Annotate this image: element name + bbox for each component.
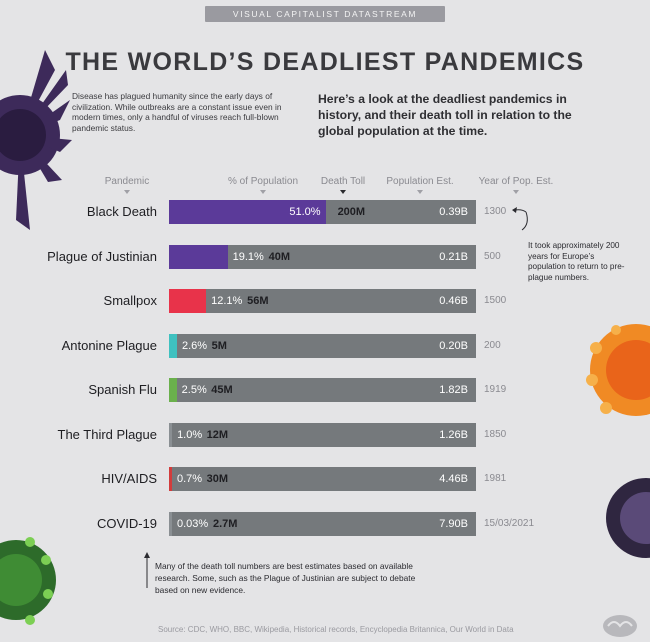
virus-illustration-purple	[0, 50, 72, 230]
pct-bar	[169, 511, 172, 536]
bar-track: 2.5% 45M 1.82B	[169, 378, 476, 402]
sort-arrow-pct-icon	[260, 190, 266, 194]
virus-illustration-orange	[586, 324, 650, 416]
pct-bar	[169, 422, 173, 447]
pct-label: 2.6%	[181, 339, 208, 352]
column-header-pop: Population Est.	[386, 176, 454, 187]
side-note: It took approximately 200 years for Euro…	[528, 241, 625, 282]
bar-track: 2.6% 5M 0.20B	[169, 333, 476, 358]
intro-text: Disease has plagued humanity since the e…	[72, 91, 282, 133]
pandemic-label: The Third Plague	[57, 426, 158, 442]
foot-note: Many of the death toll numbers are best …	[155, 561, 416, 595]
pct-bar	[169, 467, 172, 491]
year-label: 1850	[484, 428, 507, 440]
publisher-banner: VISUAL CAPITALIST DATASTREAM	[205, 6, 445, 22]
foot-note-arrow-icon	[144, 552, 150, 588]
population-label: 0.46B	[439, 295, 468, 307]
pct-label: 51.0%	[289, 206, 321, 218]
pandemic-label: Smallpox	[103, 293, 157, 308]
pct-bar	[169, 200, 326, 224]
death-toll-label: 56M	[247, 295, 269, 307]
intro-highlight: Here’s a look at the deadliest pandemics…	[318, 92, 572, 139]
pandemic-label: Antonine Plague	[61, 337, 157, 353]
column-header-year: Year of Pop. Est.	[478, 176, 554, 187]
pct-bar	[169, 289, 207, 313]
sort-arrow-pandemic-icon	[124, 190, 130, 194]
year-label: 1300	[484, 206, 507, 217]
pct-label: 2.5%	[181, 384, 207, 396]
pct-label: 0.03%	[177, 517, 209, 530]
death-toll-label: 5M	[211, 339, 227, 352]
death-toll-label: 12M	[206, 428, 229, 441]
death-toll-label: 200M	[337, 206, 366, 218]
pandemic-label: Black Death	[86, 204, 157, 219]
death-toll-label: 40M	[268, 250, 291, 263]
pandemic-label: COVID-19	[97, 515, 157, 531]
pct-bar	[169, 378, 177, 402]
bar-track: 1.0% 12M 1.26B	[169, 422, 476, 447]
pct-label: 12.1%	[211, 295, 243, 307]
virus-illustration-dark-purple	[606, 478, 650, 558]
year-label: 1919	[484, 384, 507, 395]
population-label: 0.21B	[439, 250, 468, 263]
pct-label: 1.0%	[177, 428, 203, 441]
bar-track: 51.0% 200M 0.39B	[169, 200, 476, 224]
side-note-arrow-icon	[512, 207, 528, 231]
sort-arrow-pop-icon	[417, 190, 423, 194]
year-label: 500	[484, 250, 501, 262]
column-header-pandemic: Pandemic	[104, 176, 150, 187]
population-label: 0.39B	[439, 206, 468, 218]
sort-arrow-year-icon	[513, 190, 519, 194]
virus-illustration-green	[0, 537, 56, 625]
year-label: 1500	[484, 295, 507, 306]
population-label: 1.26B	[439, 428, 468, 441]
population-label: 7.90B	[439, 517, 468, 530]
pct-label: 19.1%	[232, 250, 264, 263]
death-toll-label: 30M	[206, 473, 228, 485]
pandemic-label: Plague of Justinian	[47, 248, 157, 264]
pct-bar	[169, 244, 228, 269]
pandemic-label: HIV/AIDS	[101, 471, 157, 486]
column-header-toll: Death Toll	[320, 176, 366, 187]
page-title: THE WORLD’S DEADLIEST PANDEMICS	[65, 48, 585, 76]
bar-track: 0.7% 30M 4.46B	[169, 467, 476, 491]
death-toll-label: 2.7M	[213, 517, 238, 530]
source-credit: Source: CDC, WHO, BBC, Wikipedia, Histor…	[158, 625, 514, 634]
brain-logo-icon	[603, 615, 637, 637]
column-header-pct: % of Population	[227, 176, 299, 187]
bar-track: 19.1% 40M 0.21B	[169, 244, 476, 269]
population-label: 4.46B	[439, 473, 468, 485]
pct-label: 0.7%	[177, 473, 203, 485]
death-toll-label: 45M	[211, 384, 233, 396]
year-label: 200	[484, 339, 501, 351]
population-label: 0.20B	[439, 339, 468, 352]
year-label: 1981	[484, 473, 507, 484]
bar-track: 12.1% 56M 0.46B	[169, 289, 476, 313]
bar-track: 0.03% 2.7M 7.90B	[169, 511, 476, 536]
year-label: 15/03/2021	[484, 517, 535, 529]
pandemic-label: Spanish Flu	[88, 382, 157, 397]
sort-arrow-toll-icon	[340, 190, 346, 194]
pct-bar	[169, 333, 177, 358]
population-label: 1.82B	[439, 384, 468, 396]
